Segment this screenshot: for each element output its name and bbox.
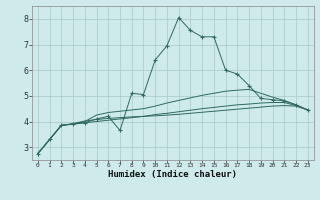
X-axis label: Humidex (Indice chaleur): Humidex (Indice chaleur) <box>108 170 237 179</box>
